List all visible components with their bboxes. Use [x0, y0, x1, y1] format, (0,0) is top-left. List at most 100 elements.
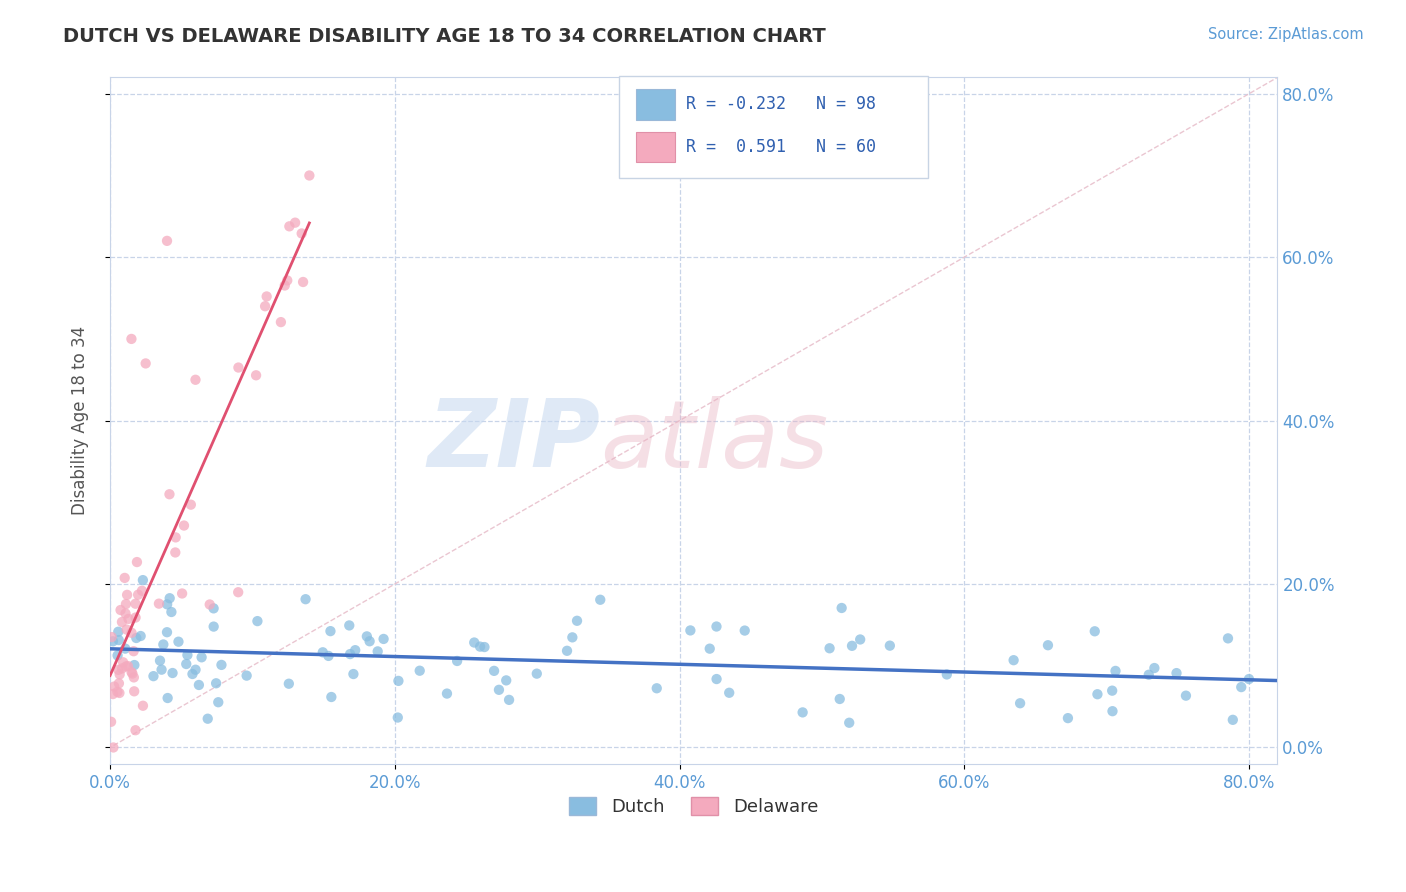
Point [270, 315, 292, 329]
Point [318, 648, 340, 663]
Point [1237, 672, 1260, 686]
Point [699, 641, 721, 656]
Point [488, 682, 510, 697]
Point [103, 680, 125, 694]
Point [245, 368, 267, 383]
Point [115, 623, 138, 637]
Point [108, 667, 131, 681]
Point [165, 545, 187, 559]
Point [495, 673, 517, 688]
Point [818, 641, 841, 656]
Point [132, 573, 155, 587]
Point [292, 275, 315, 289]
Y-axis label: Disability Age 18 to 34: Disability Age 18 to 34 [72, 326, 89, 516]
Point [645, 681, 668, 696]
Point [319, 624, 342, 639]
Point [294, 592, 316, 607]
Point [165, 530, 187, 544]
Legend: Dutch, Delaware: Dutch, Delaware [562, 789, 825, 823]
Point [482, 664, 505, 678]
Point [121, 665, 143, 680]
Point [125, 555, 148, 569]
Point [1084, 624, 1107, 639]
Point [202, 601, 225, 615]
Point [202, 619, 225, 633]
Point [1002, 653, 1025, 667]
Point [387, 673, 409, 688]
Point [246, 614, 269, 628]
Point [187, 678, 209, 692]
Point [1057, 711, 1080, 725]
Point [115, 597, 138, 611]
Point [828, 692, 851, 706]
Point [298, 169, 321, 183]
Point [1104, 664, 1126, 678]
Point [387, 710, 409, 724]
Point [115, 659, 138, 673]
Point [555, 644, 578, 658]
Point [124, 658, 146, 673]
Point [831, 601, 853, 615]
Point [111, 661, 134, 675]
Point [235, 668, 257, 682]
Point [100, 630, 122, 644]
Point [841, 639, 863, 653]
Point [180, 498, 202, 512]
Point [114, 607, 136, 621]
Point [124, 723, 146, 738]
Point [110, 603, 132, 617]
Point [122, 684, 145, 698]
Point [337, 618, 360, 632]
Point [312, 645, 335, 659]
Point [114, 571, 136, 585]
Point [838, 715, 860, 730]
Point [156, 598, 179, 612]
Point [1137, 667, 1160, 681]
Point [1222, 713, 1244, 727]
Point [344, 643, 367, 657]
Point [120, 332, 142, 346]
Point [256, 289, 278, 303]
Point [176, 648, 198, 662]
Point [135, 356, 157, 370]
Point [1087, 687, 1109, 701]
Point [117, 612, 139, 626]
Point [156, 234, 179, 248]
Point [879, 639, 901, 653]
Point [156, 691, 179, 706]
Point [107, 685, 129, 699]
Point [359, 634, 381, 648]
Point [181, 667, 204, 681]
Point [132, 698, 155, 713]
Point [277, 677, 299, 691]
Point [103, 740, 125, 755]
Text: ZIP: ZIP [427, 395, 600, 487]
Point [101, 634, 124, 648]
Point [526, 666, 548, 681]
Point [127, 588, 149, 602]
Point [167, 634, 190, 648]
Point [148, 597, 170, 611]
Point [197, 712, 219, 726]
Text: Source: ZipAtlas.com: Source: ZipAtlas.com [1208, 27, 1364, 42]
Point [436, 687, 458, 701]
Point [131, 583, 153, 598]
Point [121, 625, 143, 640]
Point [734, 624, 756, 638]
Point [124, 610, 146, 624]
Point [190, 650, 212, 665]
Point [121, 666, 143, 681]
Point [278, 219, 301, 234]
Point [1010, 696, 1032, 710]
Point [565, 614, 588, 628]
Point [107, 663, 129, 677]
Point [679, 624, 702, 638]
Point [589, 592, 612, 607]
Point [342, 667, 364, 681]
Point [498, 693, 520, 707]
Point [173, 518, 195, 533]
Point [1166, 666, 1188, 681]
Point [284, 216, 307, 230]
Point [198, 598, 221, 612]
Text: R = -0.232   N = 98: R = -0.232 N = 98 [686, 95, 876, 113]
